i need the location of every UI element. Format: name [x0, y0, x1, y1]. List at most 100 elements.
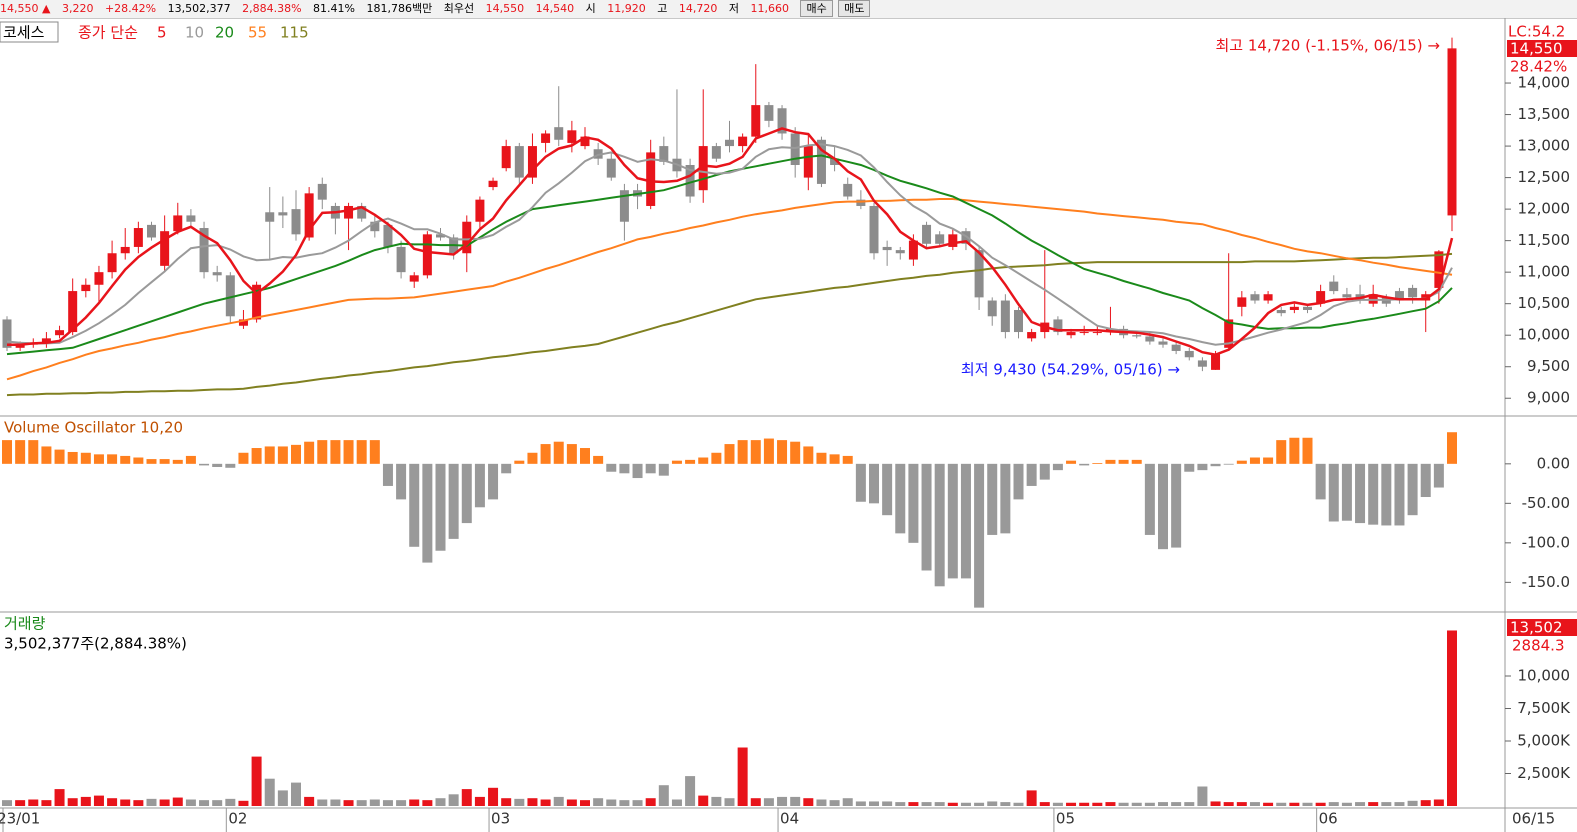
candle-body	[41, 338, 51, 343]
bar	[225, 463, 236, 468]
bar	[1355, 463, 1366, 524]
bar	[816, 452, 827, 464]
candle-body	[1184, 350, 1194, 358]
annotation-low: 최저 9,430 (54.29%, 05/16) →	[961, 361, 1180, 379]
candle-body	[501, 146, 511, 169]
bar	[566, 444, 577, 464]
candle-body	[711, 146, 721, 159]
y-tick-label: 0.00	[1537, 454, 1570, 472]
bar	[685, 459, 696, 464]
bar	[67, 798, 78, 806]
bar	[343, 800, 354, 806]
candle-body	[317, 183, 327, 200]
bar	[974, 463, 985, 608]
y-tick-label: 9,500	[1527, 357, 1570, 375]
bar	[396, 463, 407, 500]
bar	[540, 444, 551, 464]
bar	[1184, 802, 1195, 806]
bar	[120, 799, 131, 806]
low-label: 저	[728, 2, 739, 15]
candle-body	[15, 344, 25, 348]
ma-label: 종가 단순	[78, 24, 138, 42]
volume-pct: 2,884.38%	[242, 2, 302, 15]
bar	[1263, 457, 1274, 464]
bar	[277, 446, 288, 464]
candle-body	[1158, 341, 1168, 345]
bar	[921, 802, 932, 806]
bar	[159, 459, 170, 464]
bar	[882, 463, 893, 516]
bar	[671, 799, 682, 806]
bar	[987, 463, 998, 535]
bar	[1039, 802, 1050, 806]
candle-body	[173, 215, 183, 232]
candle-body	[304, 193, 314, 238]
bar	[291, 444, 301, 464]
bar	[737, 747, 748, 806]
candle-body	[803, 146, 813, 178]
high: 14,720	[678, 2, 718, 15]
bar	[1131, 459, 1142, 464]
bar	[238, 800, 249, 806]
bar	[159, 799, 170, 806]
bar	[185, 455, 196, 464]
candle-body	[698, 146, 708, 191]
candle-body	[120, 246, 130, 254]
bar	[304, 796, 315, 806]
bar	[1105, 802, 1116, 806]
candle-body	[908, 240, 918, 260]
bar	[1420, 463, 1431, 498]
x-tick-label: 06	[1319, 810, 1338, 828]
bar	[855, 463, 866, 502]
ma-line	[6, 252, 1453, 397]
buy-button[interactable]: 매수	[800, 0, 833, 17]
bar	[1249, 802, 1260, 806]
bar	[1394, 802, 1405, 806]
bar	[28, 440, 39, 464]
candle-body	[1237, 297, 1247, 307]
bar	[698, 795, 709, 806]
candle-body	[685, 164, 695, 197]
bar	[2, 800, 12, 806]
bar	[1197, 786, 1208, 806]
panel-subtitle: 3,502,377주(2,884.38%)	[4, 635, 187, 653]
bar	[1302, 802, 1313, 806]
bar	[422, 463, 433, 563]
bar	[829, 800, 840, 806]
x-tick-label: 05	[1056, 810, 1075, 828]
bar	[1302, 437, 1313, 464]
bar	[501, 463, 512, 474]
bar	[41, 446, 52, 464]
open-label: 시	[585, 2, 596, 15]
y-tick-label: 13,000	[1518, 137, 1571, 155]
bar	[1394, 463, 1405, 526]
bar	[1236, 460, 1247, 464]
bar	[409, 463, 420, 547]
bar	[842, 798, 853, 806]
bar	[1066, 802, 1077, 806]
bar	[1144, 463, 1155, 535]
candle-body	[1421, 294, 1431, 301]
change-pct: +28.42%	[104, 2, 157, 15]
bar	[41, 800, 52, 806]
candle-body	[1408, 287, 1418, 298]
bar	[974, 802, 985, 806]
bar	[514, 460, 525, 464]
candle-body	[344, 205, 354, 219]
bar	[566, 799, 577, 806]
candle-body	[107, 253, 117, 273]
candle-body	[252, 284, 262, 320]
sell-button[interactable]: 매도	[838, 0, 871, 17]
bar	[1420, 800, 1431, 806]
bar	[514, 798, 525, 806]
high-label: 고	[657, 2, 668, 15]
bar	[474, 796, 485, 806]
bar	[369, 440, 380, 464]
bar	[382, 800, 393, 806]
bar	[803, 798, 814, 806]
candle-body	[291, 209, 301, 235]
bar	[501, 798, 512, 806]
low: 11,660	[750, 2, 789, 15]
bar	[1368, 802, 1379, 806]
bar	[1013, 463, 1024, 500]
